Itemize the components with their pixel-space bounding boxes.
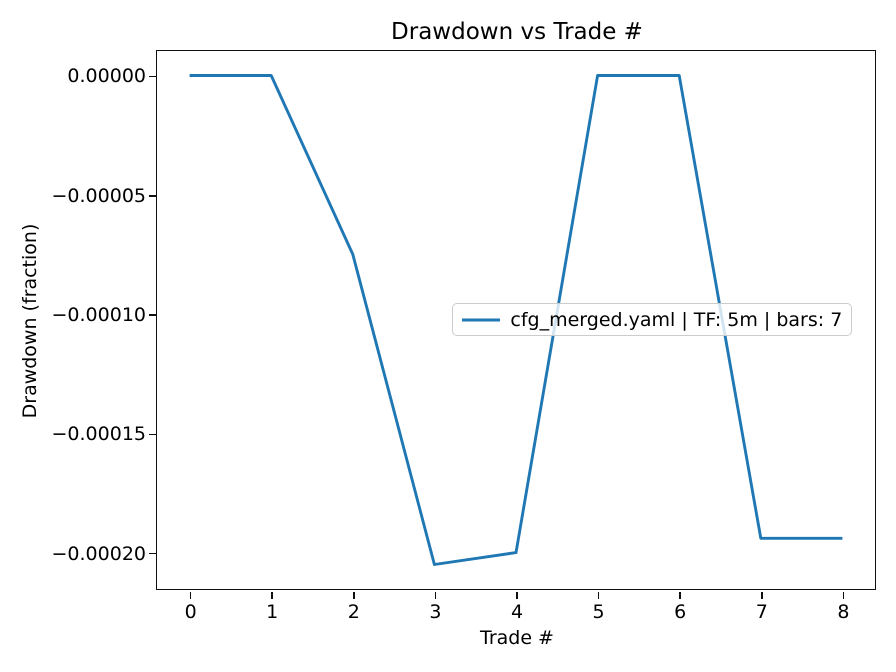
x-tick-mark <box>434 591 437 599</box>
x-axis-label: Trade # <box>480 627 554 649</box>
x-tick-label: 1 <box>266 601 279 623</box>
y-tick-label: −0.00020 <box>51 542 147 565</box>
x-tick-mark <box>516 591 518 599</box>
x-tick-label: 4 <box>510 601 524 623</box>
x-tick-mark <box>679 591 681 599</box>
x-tick-mark <box>597 591 600 599</box>
y-tick-mark <box>149 75 157 78</box>
x-tick-mark <box>760 591 763 599</box>
chart-title: Drawdown vs Trade # <box>391 19 643 45</box>
legend-line-sample-icon <box>462 318 501 322</box>
y-tick-label: −0.00015 <box>51 423 147 446</box>
x-tick-mark <box>271 591 274 599</box>
y-tick-mark <box>149 552 157 555</box>
y-tick-label: −0.00005 <box>51 184 147 207</box>
legend-label: cfg_merged.yaml | TF: 5m | bars: 7 <box>510 308 843 331</box>
y-tick-label: 0.00000 <box>67 65 146 88</box>
y-tick-mark <box>149 194 157 197</box>
x-tick-label: 2 <box>347 601 360 623</box>
y-tick-label: −0.00010 <box>51 304 147 327</box>
x-tick-label: 3 <box>429 601 442 623</box>
y-tick-mark <box>149 433 157 436</box>
x-tick-label: 6 <box>674 601 687 623</box>
x-tick-label: 5 <box>592 601 605 623</box>
x-tick-mark <box>353 591 355 599</box>
x-tick-label: 8 <box>837 601 850 623</box>
y-tick-mark <box>149 314 157 316</box>
x-tick-mark <box>842 591 845 599</box>
plot-area: cfg_merged.yaml | TF: 5m | bars: 7 <box>156 50 877 591</box>
x-tick-label: 7 <box>755 601 768 623</box>
legend: cfg_merged.yaml | TF: 5m | bars: 7 <box>452 303 853 337</box>
x-tick-mark <box>189 591 192 599</box>
drawdown-line-plot <box>189 74 843 567</box>
x-tick-label: 0 <box>184 601 197 623</box>
drawdown-series-line <box>189 74 843 567</box>
